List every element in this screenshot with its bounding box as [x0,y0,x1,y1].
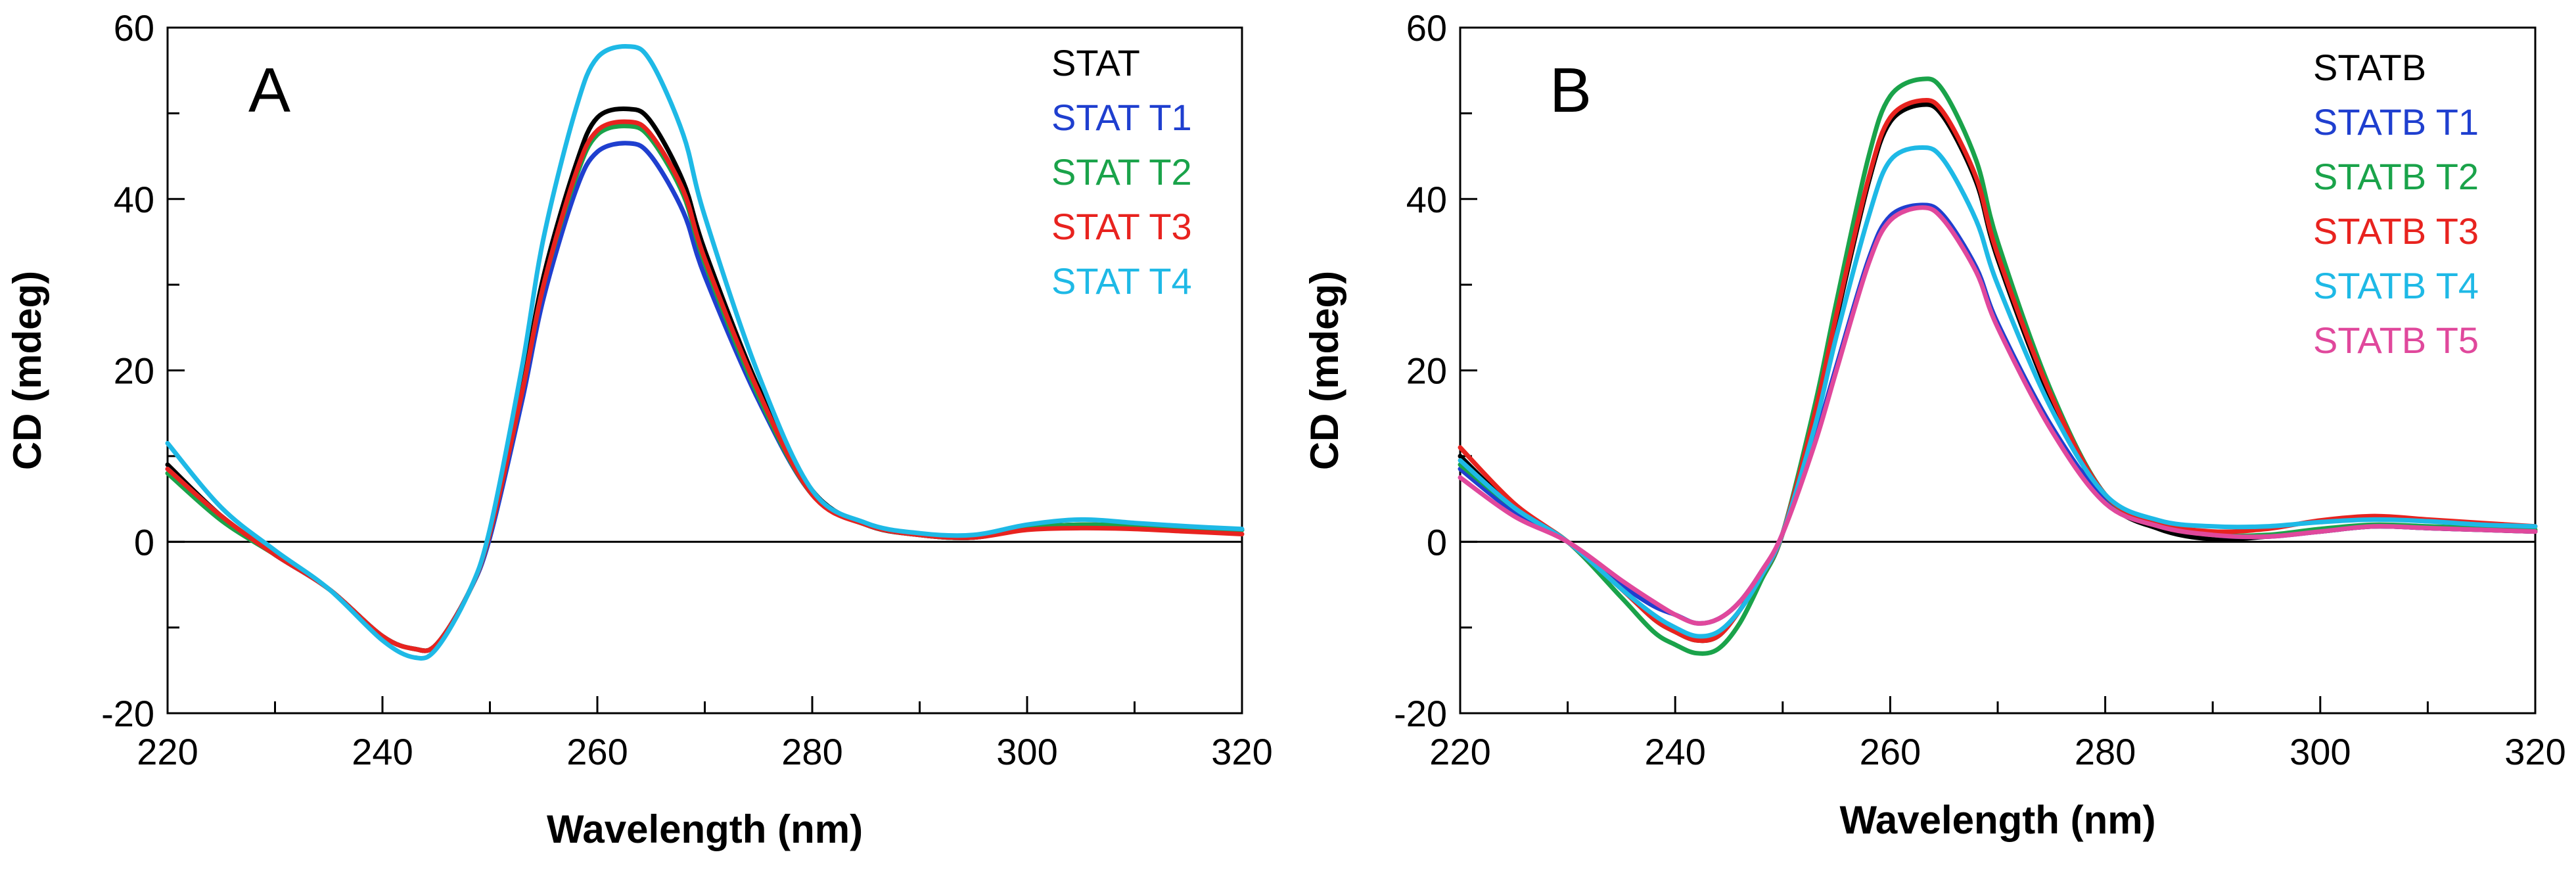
x-tick-label: 260 [1860,731,1921,772]
panel-label: B [1550,55,1592,126]
panel-label: A [248,55,290,126]
x-tick-label: 240 [352,731,413,772]
series-line [165,119,1245,653]
y-tick-label: 60 [1406,7,1447,49]
y-tick-label: -20 [101,693,154,734]
y-tick-label: 40 [114,179,154,220]
x-tick-label: 260 [566,731,628,772]
legend-entry: STATB T5 [2313,319,2479,361]
legend-entry: STATB T4 [2313,265,2479,306]
x-axis-title: Wavelength (nm) [1839,798,2155,842]
y-tick-label: 0 [134,521,154,563]
y-axis-title: CD (mdeg) [5,271,49,470]
x-tick-label: 220 [1429,731,1490,772]
x-tick-label: 280 [781,731,842,772]
x-tick-label: 300 [2289,731,2351,772]
legend-entry: STAT [1051,42,1140,83]
series-line [165,124,1245,653]
y-tick-label: 60 [114,7,154,49]
x-tick-label: 320 [2504,731,2565,772]
x-tick-label: 280 [2075,731,2136,772]
legend-entry: STATB T2 [2313,156,2479,197]
series-line [1458,145,2538,639]
y-tick-label: 0 [1427,521,1447,563]
y-tick-label: -20 [1394,693,1447,734]
y-axis-title: CD (mdeg) [1302,271,1346,470]
y-tick-label: 20 [1406,350,1447,392]
panel-a: 220 240 260 280 300 320 -20 0 20 40 60 Wavelength (… [5,7,1273,851]
legend-entry: STAT T2 [1051,151,1192,193]
legend-entry: STATB T3 [2313,210,2479,252]
x-tick-label: 240 [1644,731,1705,772]
x-tick-label: 300 [996,731,1057,772]
legend-entry: STATB [2313,47,2426,88]
y-tick-label: 40 [1406,179,1447,220]
legend-entry: STAT T1 [1051,97,1192,138]
x-tick-label: 220 [137,731,198,772]
panel-b: 220 240 260 280 300 320 -20 0 20 40 60 Wavelength (… [1302,7,2566,842]
x-tick-label: 320 [1211,731,1272,772]
legend-entry: STATB T1 [2313,101,2479,143]
legend-entry: STAT T4 [1051,260,1192,302]
series-line [165,43,1245,661]
legend-entry: STAT T3 [1051,206,1192,247]
x-axis-title: Wavelength (nm) [547,807,863,851]
series-line [1458,205,2538,626]
y-tick-label: 20 [114,350,154,392]
